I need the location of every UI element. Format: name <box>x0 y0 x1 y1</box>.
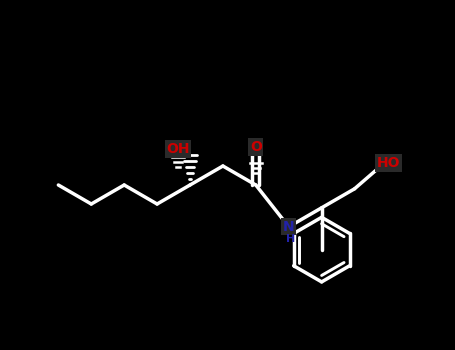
Text: O: O <box>250 140 262 154</box>
Text: HO: HO <box>377 156 400 170</box>
Text: H: H <box>286 234 295 244</box>
Text: N: N <box>283 220 294 234</box>
Text: OH: OH <box>166 142 190 156</box>
